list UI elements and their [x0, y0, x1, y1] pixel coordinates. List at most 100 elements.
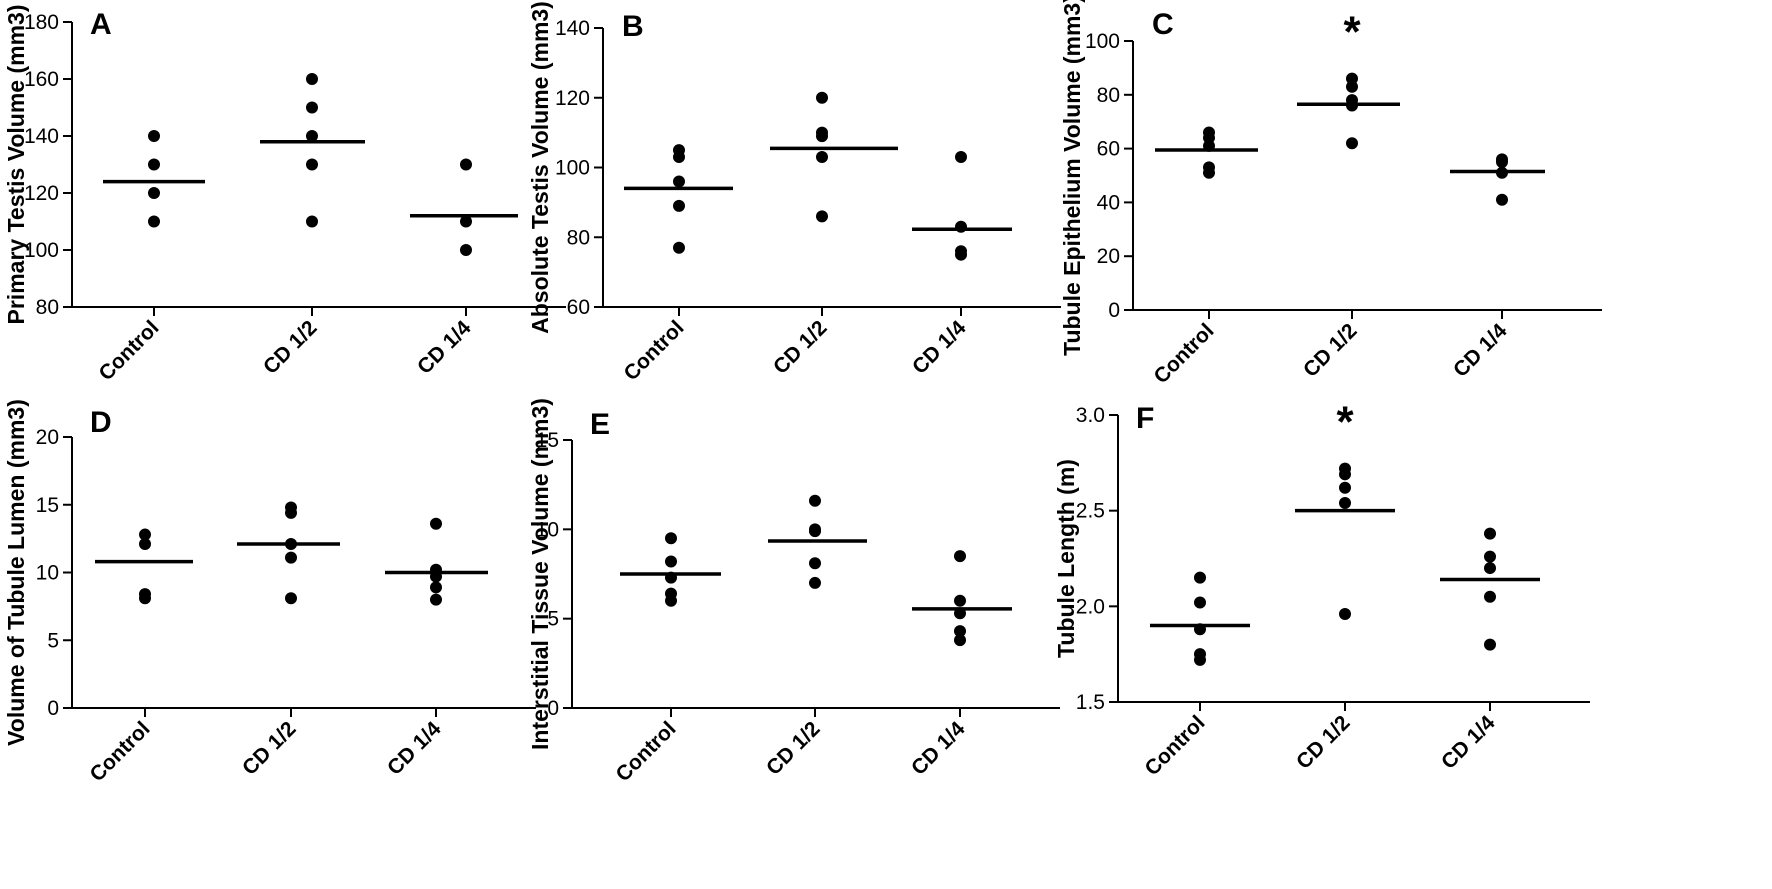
x-tick-label: CD 1/4	[1437, 711, 1500, 774]
y-axis-label: Interstitial Tissue Volume (mm3)	[527, 398, 553, 750]
data-point	[460, 215, 472, 228]
data-point	[1339, 607, 1351, 620]
x-tick-label: CD 1/2	[1292, 711, 1354, 773]
y-tick-label: 10	[36, 562, 59, 585]
data-point	[285, 551, 297, 564]
data-point	[285, 501, 297, 514]
data-point	[306, 101, 318, 114]
data-point	[673, 241, 685, 254]
data-point	[809, 494, 821, 507]
y-tick-label: 2.0	[1076, 595, 1105, 618]
panel-letter: E	[590, 408, 610, 441]
y-axis-label: Tubule Epithelium Volume (mm3)	[1059, 0, 1085, 356]
data-point	[816, 126, 828, 139]
data-point	[809, 576, 821, 589]
x-tick-label: CD 1/4	[908, 316, 971, 379]
data-point	[306, 215, 318, 228]
y-tick-label: 2.5	[1076, 500, 1105, 523]
x-tick-label: CD 1/4	[907, 717, 970, 780]
x-tick-label: CD 1/2	[762, 717, 824, 779]
x-tick-label: CD 1/4	[1449, 319, 1512, 382]
data-point	[673, 175, 685, 188]
x-tick-label: CD 1/2	[259, 316, 321, 378]
data-point	[148, 187, 160, 199]
data-point	[816, 210, 828, 223]
y-tick-label: 40	[1097, 191, 1120, 214]
data-point	[1484, 590, 1496, 603]
y-tick-label: 20	[1097, 245, 1120, 268]
y-tick-label: 180	[24, 11, 59, 34]
data-point	[1346, 72, 1358, 85]
panel-e: 0 5 10 15 Control CD 1/2 CD 1/4 Interstitial Ti…	[527, 398, 1060, 786]
data-point	[1484, 562, 1496, 575]
x-tick-label: Control	[1140, 711, 1209, 780]
y-tick-label: 120	[555, 87, 590, 110]
panel-c: 0 20 40 60 80 100 Control CD 1/2 CD 1/4 Tubule Ep…	[1059, 0, 1602, 388]
y-tick-label: 60	[1097, 138, 1120, 161]
panel-a: 80 100 120 140 160 180 Control CD 1/2 CD 1/4 Prim…	[3, 5, 566, 385]
y-tick-label: 0	[47, 697, 59, 720]
significance-star: *	[1336, 398, 1354, 447]
data-point	[1496, 193, 1508, 206]
data-point	[816, 151, 828, 164]
data-point	[955, 245, 967, 258]
y-tick-label: 140	[24, 125, 59, 148]
y-tick-label: 80	[1097, 84, 1120, 107]
data-point	[139, 538, 151, 551]
data-point	[139, 528, 151, 541]
y-tick-label: 0	[547, 697, 559, 720]
data-point	[665, 555, 677, 568]
y-tick-label: 3.0	[1076, 404, 1105, 427]
data-point	[673, 144, 685, 157]
data-point	[954, 625, 966, 638]
data-point	[285, 592, 297, 605]
data-point	[148, 158, 160, 171]
y-tick-label: 100	[555, 157, 590, 180]
data-point	[1484, 550, 1496, 563]
data-point	[954, 634, 966, 647]
x-tick-label: CD 1/2	[769, 316, 831, 378]
significance-star: *	[1343, 8, 1361, 57]
y-tick-label: 80	[36, 296, 59, 319]
data-point	[1194, 571, 1206, 584]
x-tick-label: Control	[611, 717, 680, 786]
y-tick-label: 160	[24, 68, 59, 91]
data-point	[665, 532, 677, 545]
y-axis-label: Primary Testis Volume (mm3)	[3, 5, 29, 325]
data-point	[809, 523, 821, 536]
y-tick-label: 140	[555, 17, 590, 40]
data-point	[809, 557, 821, 570]
panel-letter: F	[1136, 402, 1154, 435]
y-tick-label: 15	[36, 494, 59, 517]
data-point	[430, 517, 442, 530]
y-tick-label: 0	[1108, 299, 1120, 322]
panel-b: 60 80 100 120 140 Control CD 1/2 CD 1/4 Absolute…	[527, 1, 1061, 385]
data-point	[460, 244, 472, 256]
data-point	[1346, 137, 1358, 150]
y-tick-label: 5	[547, 608, 559, 631]
panel-letter: D	[90, 406, 112, 439]
data-point	[955, 151, 967, 164]
data-point	[954, 550, 966, 563]
x-tick-label: Control	[1149, 319, 1218, 388]
y-tick-label: 5	[47, 629, 59, 652]
panel-letter: A	[90, 8, 112, 41]
y-tick-label: 60	[567, 296, 590, 319]
panel-d: 0 5 10 15 20 Control CD 1/2 CD 1/4 Volume of Tub…	[3, 399, 536, 786]
data-point	[665, 587, 677, 600]
y-tick-label: 100	[1085, 30, 1120, 53]
y-tick-label: 15	[536, 429, 559, 452]
data-point	[1194, 596, 1206, 609]
data-point	[1339, 481, 1351, 494]
data-point	[1203, 161, 1215, 174]
data-point	[816, 91, 828, 104]
y-tick-label: 10	[536, 518, 559, 541]
data-point	[430, 593, 442, 606]
data-point	[1484, 527, 1496, 540]
panel-letter: C	[1152, 8, 1174, 41]
data-point	[460, 158, 472, 171]
data-point	[954, 594, 966, 607]
data-point	[1194, 648, 1206, 661]
x-tick-label: CD 1/2	[238, 717, 300, 779]
x-tick-label: Control	[94, 316, 163, 385]
